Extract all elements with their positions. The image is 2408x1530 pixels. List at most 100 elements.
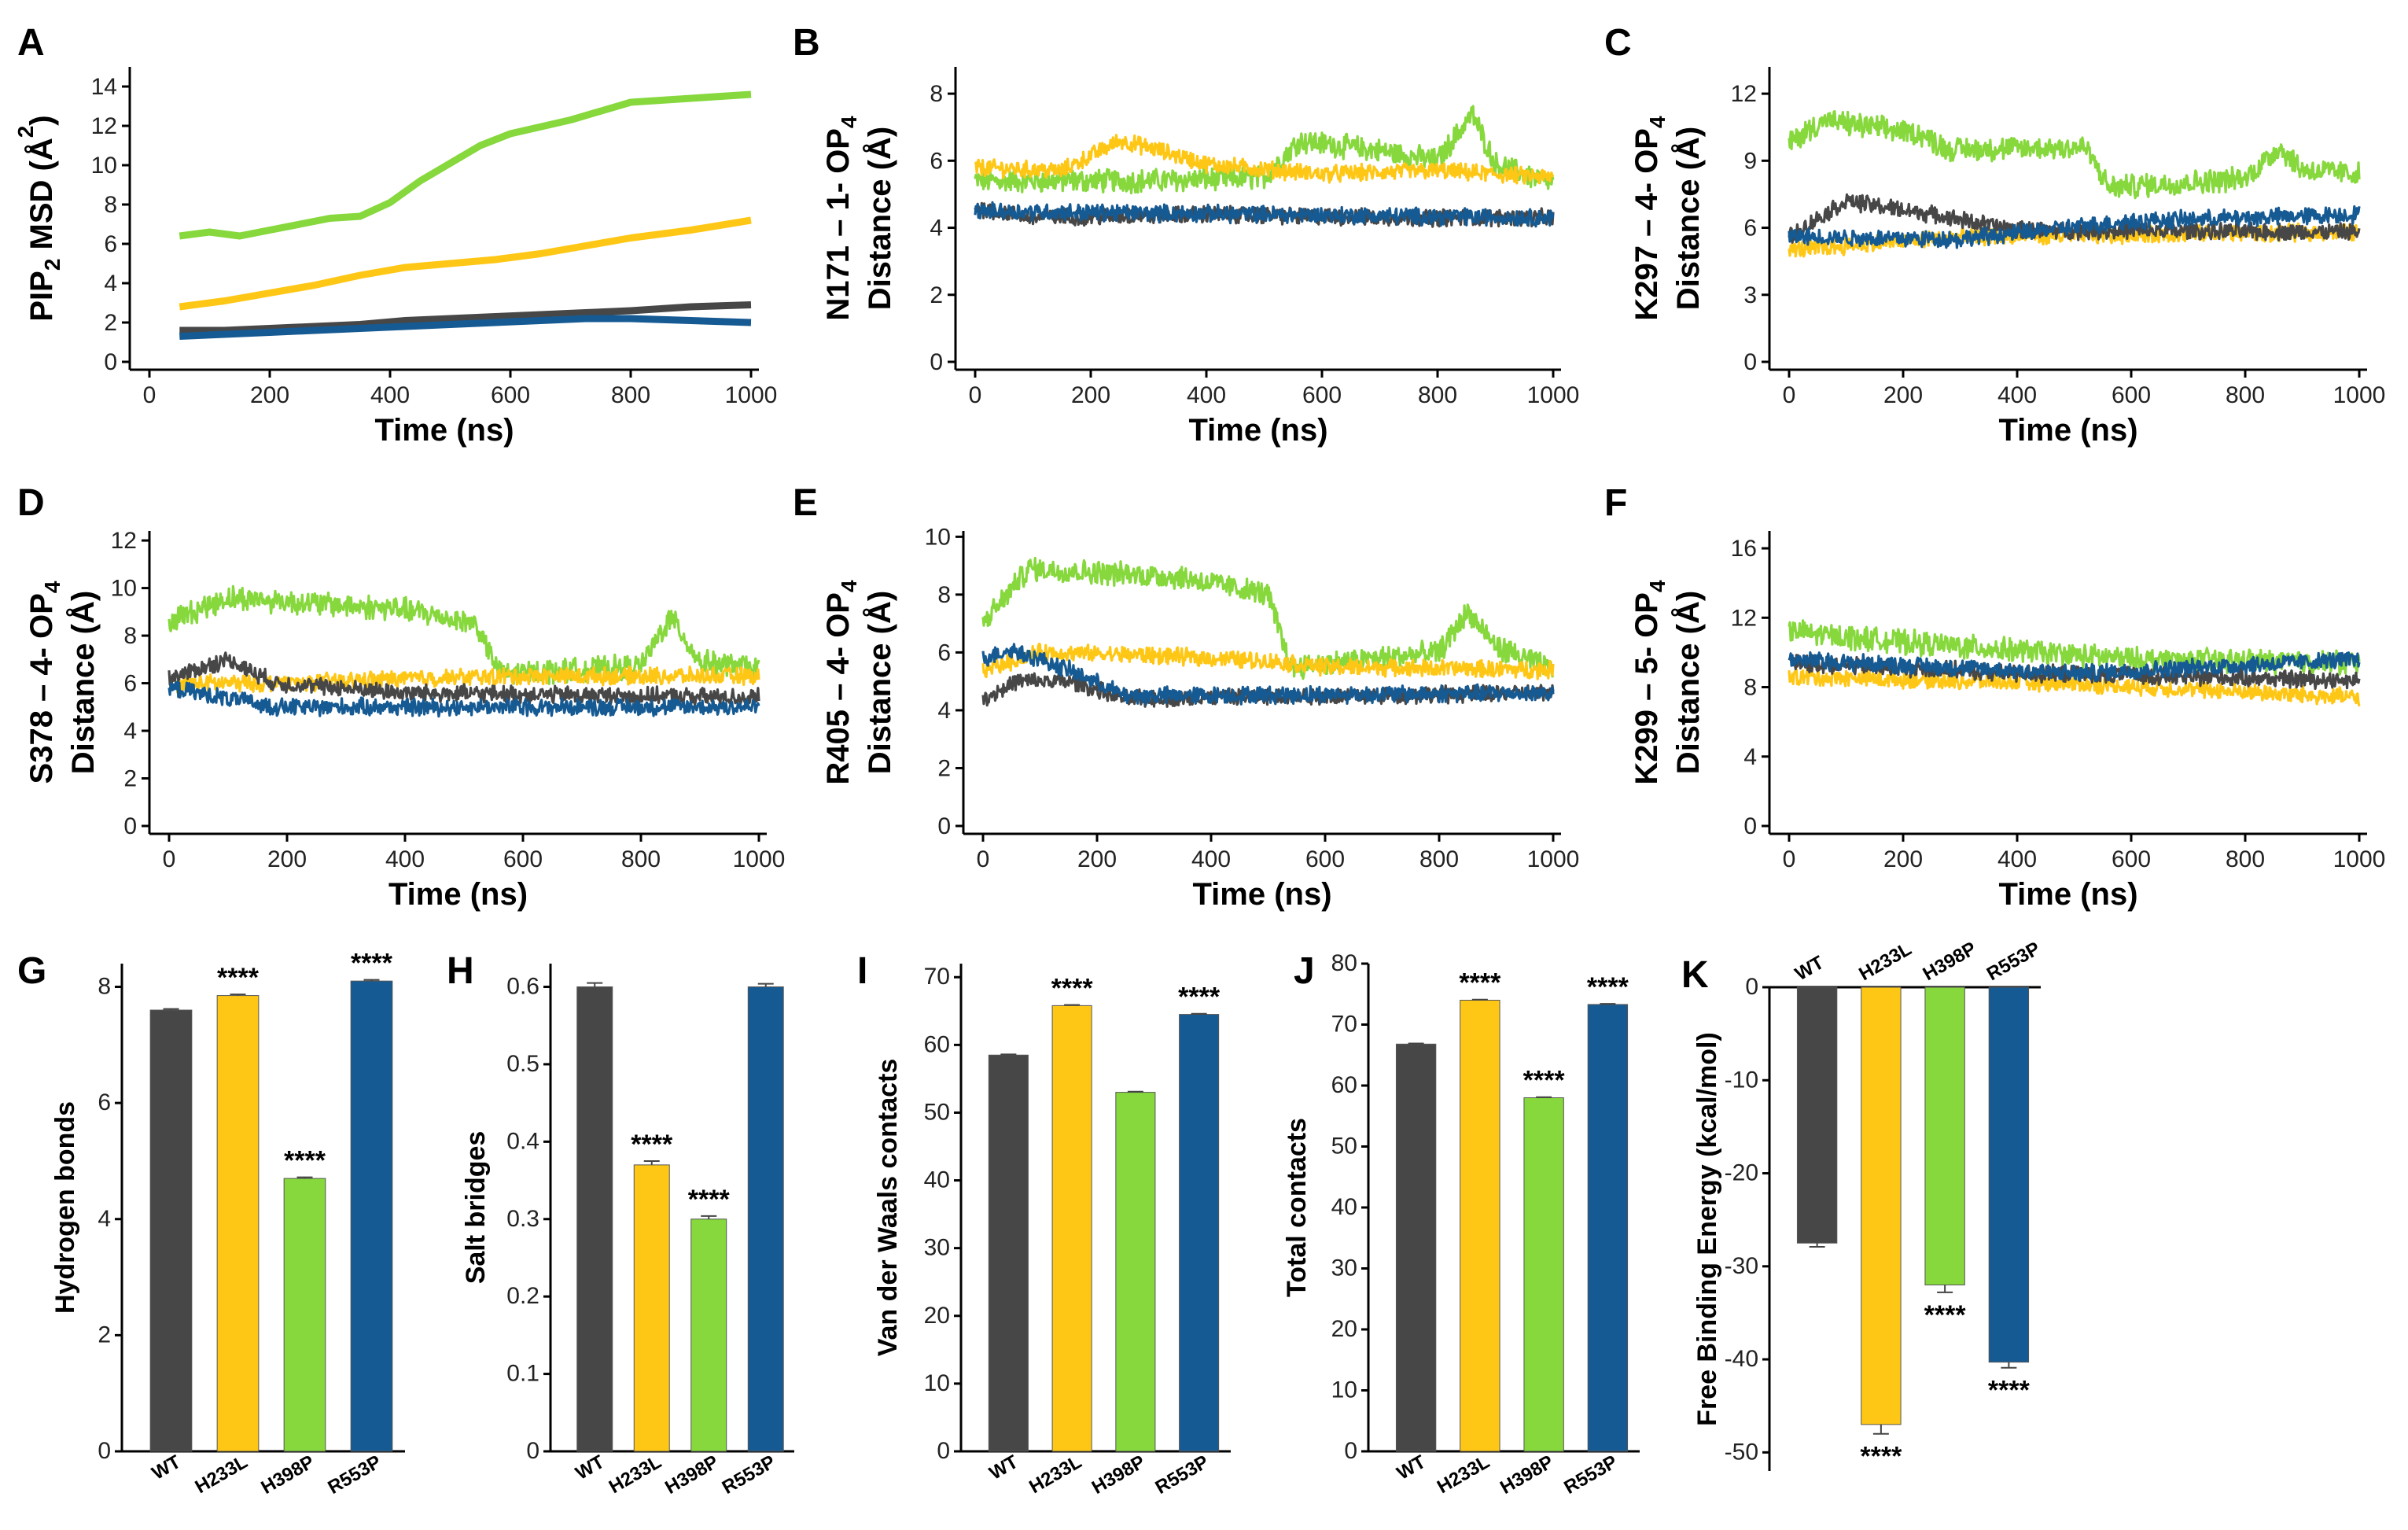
y-axis-title-part: PIP <box>24 271 59 321</box>
significance-label: **** <box>688 1185 731 1215</box>
x-tick-label: 600 <box>2112 382 2151 408</box>
y-axis-title: S378 – 4- OP4 <box>24 581 64 783</box>
y-axis-title-part: N171 – 1- OP <box>821 128 856 321</box>
series-line-wt <box>168 651 760 708</box>
x-tick-label: 600 <box>503 846 543 872</box>
bar-r553p <box>747 986 784 1452</box>
bar-h233l <box>1051 1005 1092 1452</box>
y-tick-label: 0.4 <box>506 1128 539 1154</box>
series-line-h398p <box>981 556 1555 680</box>
panel-d: D 0 2 4 6 8 10 12 0 200 400 600 800 1000 Time (ns) S378… <box>17 482 785 912</box>
x-tick-label: 600 <box>2112 846 2151 872</box>
series-line-h233l <box>981 643 1555 680</box>
x-axis-title: Time (ns) <box>1998 413 2137 448</box>
y-tick-label: 10 <box>924 1370 950 1396</box>
category-label: H398P <box>1088 1451 1149 1499</box>
y-axis-title-subscript: 4 <box>1645 116 1670 128</box>
series-line-r553p <box>1788 205 2361 249</box>
bar-r553p <box>1988 986 2030 1363</box>
x-axis-title: Time (ns) <box>1188 413 1327 448</box>
y-tick-label: -40 <box>1725 1346 1758 1372</box>
y-axis-title-2: Distance (Å) <box>862 127 897 310</box>
y-tick-label: 0 <box>1745 974 1758 1000</box>
panel-g: G 0 2 4 6 8 Hydrogen bonds WT **** H233L **** H398P… <box>17 949 405 1499</box>
x-tick-label: 0 <box>163 846 176 872</box>
series-line-h398p <box>1788 110 2361 200</box>
y-tick-label: -50 <box>1725 1439 1758 1465</box>
y-axis-title-2: Distance (Å) <box>1670 127 1706 310</box>
x-tick-label: 800 <box>1418 382 1457 408</box>
y-tick-label: 40 <box>1331 1194 1357 1220</box>
x-tick-label: 600 <box>1302 382 1342 408</box>
bar-h233l <box>1861 986 1902 1425</box>
y-axis-title-part: ) <box>24 115 59 125</box>
bar-r553p <box>1587 1004 1629 1452</box>
category-label: WT <box>149 1451 185 1484</box>
x-tick-label: 800 <box>621 846 661 872</box>
bar-r553p <box>350 980 393 1452</box>
y-tick-label: 0 <box>937 813 951 839</box>
y-axis-title-part: S378 – 4- OP <box>24 593 59 783</box>
category-label: R553P <box>324 1451 385 1499</box>
panel-label: H <box>447 950 474 992</box>
y-tick-label: 0 <box>930 349 943 375</box>
bar-h398p <box>690 1218 727 1452</box>
series-line-h398p <box>179 90 752 240</box>
bar-wt <box>149 1009 193 1452</box>
bar-wt <box>576 986 613 1452</box>
category-label: R553P <box>1983 938 2044 985</box>
y-tick-label: 2 <box>104 310 117 336</box>
panel-label: J <box>1294 950 1315 992</box>
y-tick-label: 10 <box>1331 1377 1357 1403</box>
y-tick-label: 8 <box>98 974 111 1000</box>
y-tick-label: 50 <box>1331 1134 1357 1159</box>
y-tick-label: -30 <box>1725 1253 1758 1279</box>
y-tick-label: 10 <box>111 576 137 602</box>
x-tick-label: 200 <box>250 382 289 408</box>
y-tick-label: 20 <box>924 1303 950 1329</box>
y-tick-label: 2 <box>98 1322 111 1348</box>
panel-j: J 0 10 20 30 40 50 60 70 80 Total contacts WT **** H2… <box>1282 950 1640 1499</box>
y-tick-label: 0.1 <box>506 1361 539 1387</box>
bar-h398p <box>1523 1097 1564 1452</box>
y-tick-label: 2 <box>123 766 137 792</box>
panel-label: K <box>1681 954 1709 996</box>
category-label: WT <box>1394 1451 1430 1484</box>
significance-label: **** <box>1587 972 1629 1002</box>
x-tick-label: 0 <box>977 846 990 872</box>
x-tick-label: 1000 <box>725 382 778 408</box>
x-tick-label: 0 <box>1783 382 1796 408</box>
y-axis-title: PIP2 MSD (Å2) <box>13 115 64 321</box>
y-axis-title: K299 – 5- OP4 <box>1629 580 1670 785</box>
x-tick-label: 800 <box>2226 846 2265 872</box>
x-tick-label: 800 <box>2226 382 2265 408</box>
y-tick-label: 12 <box>91 113 117 139</box>
y-tick-label: -10 <box>1725 1067 1758 1093</box>
significance-label: **** <box>1459 968 1501 998</box>
y-tick-label: 8 <box>930 81 943 107</box>
y-tick-label: 9 <box>1743 148 1757 174</box>
series-line-r553p <box>974 201 1555 228</box>
x-tick-label: 400 <box>1997 846 2037 872</box>
category-label: H233L <box>1025 1451 1085 1498</box>
x-tick-label: 600 <box>491 382 530 408</box>
y-axis-title-subscript: 4 <box>837 116 861 128</box>
significance-label: **** <box>1051 974 1094 1004</box>
x-tick-label: 1000 <box>2333 382 2386 408</box>
x-tick-label: 400 <box>370 382 410 408</box>
bar-h233l <box>216 995 260 1452</box>
y-tick-label: 6 <box>104 231 117 257</box>
category-label: H233L <box>606 1451 665 1498</box>
y-tick-label: 14 <box>91 74 117 100</box>
panel-h: H 0 0.1 0.2 0.3 0.4 0.5 0.6 Salt bridges WT **** H2… <box>447 950 794 1499</box>
panel-c: C 0 3 6 9 12 0 200 400 600 800 1000 Time (ns) K297 – … <box>1604 22 2385 448</box>
y-tick-label: 0 <box>1743 813 1757 839</box>
bar-wt <box>988 1054 1029 1452</box>
y-tick-label: 30 <box>1331 1255 1357 1281</box>
bar-r553p <box>1179 1014 1220 1452</box>
bar-h233l <box>1460 1000 1500 1452</box>
panel-f: F 0 4 8 12 16 0 200 400 600 800 1000 Time (ns) K299 –… <box>1604 482 2385 912</box>
y-tick-label: 6 <box>937 640 951 665</box>
y-tick-label: 60 <box>924 1031 950 1057</box>
